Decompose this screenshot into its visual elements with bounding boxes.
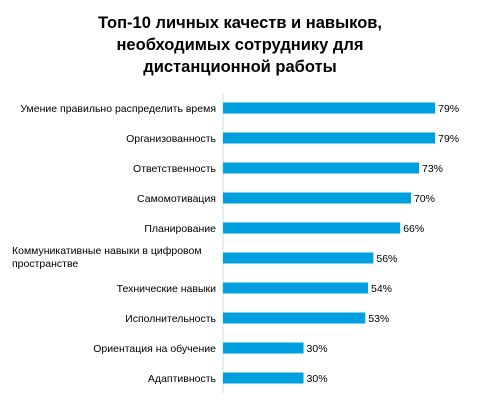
category-label: Адаптивность: [148, 373, 217, 385]
category-label: Ответственность: [133, 163, 216, 175]
category-label: Исполнительность: [125, 313, 216, 325]
category-label: Организованность: [126, 133, 216, 145]
bar: [223, 192, 411, 204]
bar-value-label: 53%: [368, 313, 389, 325]
category-label: Планирование: [144, 223, 216, 235]
bar: [223, 162, 420, 174]
bar-value-label: 73%: [422, 163, 443, 175]
category-label-line: Коммуникативные навыки в цифровом: [12, 245, 202, 257]
bar-value-label: 54%: [371, 283, 392, 295]
category-label: Ориентация на обучение: [93, 343, 216, 355]
bar-value-label: 79%: [438, 103, 459, 115]
category-label: Коммуникативные навыки в цифровом простра…: [12, 245, 202, 270]
chart-title-line-3: дистанционной работы: [143, 58, 337, 76]
bar: [223, 252, 374, 264]
bar: [223, 222, 401, 234]
bar-value-label: 70%: [414, 193, 435, 205]
bar-value-label: 56%: [376, 253, 397, 265]
chart-title: Топ-10 личных качеств и навыков, необход…: [40, 12, 440, 78]
bar: [223, 342, 304, 354]
category-label: Технические навыки: [117, 283, 216, 295]
bar: [223, 282, 368, 294]
bar: [223, 102, 436, 114]
category-label: Умение правильно распределить время: [20, 103, 216, 115]
bar-value-label: 79%: [438, 133, 459, 145]
bar: [223, 372, 304, 384]
bar-value-label: 66%: [403, 223, 424, 235]
bar-value-label: 30%: [307, 373, 328, 385]
bar-value-label: 30%: [307, 343, 328, 355]
chart-title-line-1: Топ-10 личных качеств и навыков,: [97, 14, 383, 32]
chart-title-line-2: необходимых сотруднику для: [116, 36, 364, 54]
bar: [223, 312, 366, 324]
category-label: Самомотивация: [137, 193, 216, 205]
category-label-line: пространстве: [12, 258, 78, 270]
bar: [223, 132, 436, 144]
